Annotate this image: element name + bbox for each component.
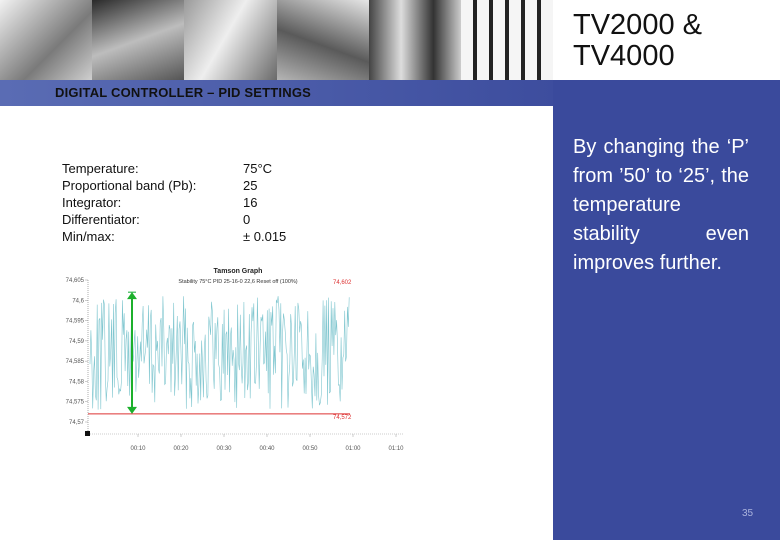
setting-label: Differentiator: [62, 212, 140, 227]
arrow-head [127, 292, 137, 300]
y-tick-label: 74,605 [66, 278, 85, 284]
x-tick-label: 00:20 [173, 446, 189, 452]
section-bar: DIGITAL CONTROLLER – PID SETTINGS [0, 80, 553, 106]
photo [276, 0, 369, 80]
settings-table: Temperature: 75°C Proportional band (Pb): 2… [62, 160, 286, 245]
settings-row: Min/max: ± 0.015 [62, 228, 286, 245]
y-tick-label: 74,595 [66, 319, 85, 325]
signal-trace [89, 296, 350, 410]
arrow-head [127, 406, 137, 414]
max-label: 74,602 [333, 280, 352, 286]
y-tick-label: 74,575 [66, 400, 85, 406]
x-tick-label: 00:30 [216, 446, 232, 452]
settings-row: Proportional band (Pb): 25 [62, 177, 286, 194]
graph-title: Tamson Graph [214, 268, 263, 275]
stability-graph: Tamson Graph Stability 75°C PID 25-16-0 2… [66, 268, 405, 452]
setting-value: 75°C [243, 161, 273, 176]
photo [368, 0, 461, 80]
setting-label: Proportional band (Pb): [62, 178, 197, 193]
settings-rows: Temperature: 75°C Proportional band (Pb): 2… [62, 160, 286, 245]
slide-title: TV2000 & TV4000 [573, 9, 702, 72]
settings-row: Temperature: 75°C [62, 160, 286, 177]
photo [460, 0, 554, 80]
photo-banner [0, 0, 554, 80]
page-number: 35 [742, 508, 754, 519]
photo [92, 0, 185, 80]
photo [0, 0, 93, 80]
setting-value: 25 [243, 178, 258, 193]
x-tick-label: 00:40 [259, 446, 275, 452]
x-tick-label: 00:50 [302, 446, 318, 452]
setting-value: ± 0.015 [243, 229, 287, 244]
x-tick-label: 01:00 [345, 446, 361, 452]
settings-row: Differentiator: 0 [62, 211, 286, 228]
side-panel [553, 80, 780, 540]
x-tick-label: 00:10 [130, 446, 146, 452]
graph-subtitle: Stability 75°C PID 25-16-0 22,6 Reset of… [178, 279, 297, 285]
y-tick-label: 74,6 [72, 298, 84, 304]
x-tick-label: 01:10 [388, 446, 404, 452]
body-text: By changing the ‘P’ from ’50’ to ‘25’, t… [573, 136, 749, 274]
setting-value: 16 [243, 195, 258, 210]
setting-value: 0 [243, 212, 251, 227]
y-tick-label: 74,585 [66, 359, 85, 365]
setting-label: Temperature: [62, 161, 139, 176]
y-tick-label: 74,59 [69, 339, 85, 345]
settings-row: Integrator: 16 [62, 194, 286, 211]
setting-label: Integrator: [62, 195, 122, 210]
photo [184, 0, 277, 80]
y-tick-label: 74,58 [69, 379, 85, 385]
min-label: 74,572 [333, 415, 352, 421]
section-title: DIGITAL CONTROLLER – PID SETTINGS [55, 85, 312, 100]
y-tick-label: 74,57 [69, 420, 85, 426]
axis-marker [85, 431, 90, 436]
setting-label: Min/max: [62, 229, 115, 244]
